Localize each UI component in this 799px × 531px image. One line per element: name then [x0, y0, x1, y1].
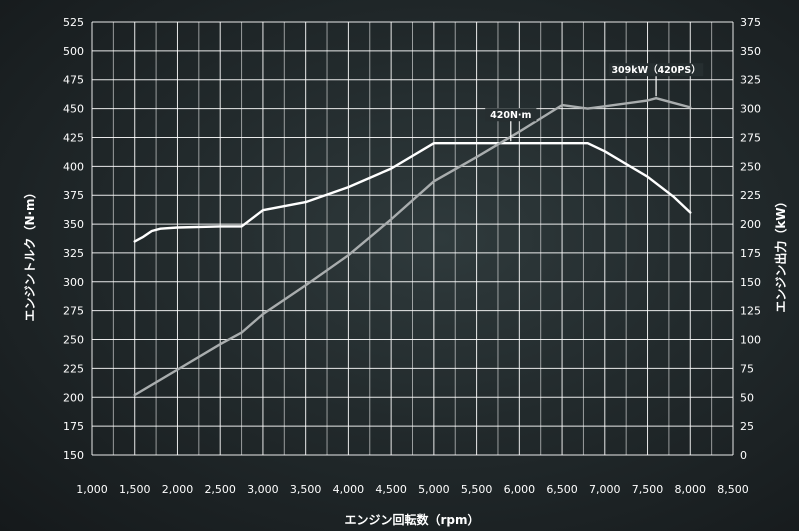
series-layer [133, 97, 692, 397]
x-tick-label: 7,000 [589, 483, 621, 496]
x-tick-label: 1,000 [76, 483, 108, 496]
y-left-tick-label: 225 [63, 362, 84, 375]
y-left-tick-label: 475 [63, 74, 84, 87]
x-tick-label: 5,000 [418, 483, 450, 496]
y-right-tick-label: 300 [740, 103, 761, 116]
power-series-line [133, 97, 692, 397]
y-left-tick-label: 525 [63, 16, 84, 29]
grid [91, 21, 734, 456]
x-tick-label: 7,500 [632, 483, 664, 496]
x-axis-title: エンジン回転数（rpm） [344, 512, 479, 527]
y-left-tick-label: 250 [63, 334, 84, 347]
y-left-tick-label: 175 [63, 420, 84, 433]
y-axis-left-title: エンジントルク（N·m） [22, 186, 37, 321]
x-tick-label: 3,500 [290, 483, 322, 496]
y-left-tick-label: 375 [63, 189, 84, 202]
y-right-tick-label: 225 [740, 189, 761, 202]
x-tick-label: 8,500 [717, 483, 749, 496]
y-left-tick-label: 425 [63, 131, 84, 144]
y-left-tick-label: 150 [63, 449, 84, 462]
y-right-tick-label: 50 [740, 391, 754, 404]
y-right-tick-label: 175 [740, 247, 761, 260]
y-right-tick-label: 150 [740, 276, 761, 289]
annotation-label: 420N·m [490, 110, 531, 121]
y-axis-right-title: エンジン出力（kW） [773, 195, 788, 312]
y-right-tick-label: 325 [740, 74, 761, 87]
y-left-tick-label: 500 [63, 45, 84, 58]
y-right-tick-label: 0 [740, 449, 747, 462]
x-tick-label: 2,500 [204, 483, 236, 496]
x-tick-label: 5,500 [461, 483, 493, 496]
y-left-tick-label: 450 [63, 103, 84, 116]
x-tick-label: 4,500 [375, 483, 407, 496]
y-right-tick-label: 125 [740, 305, 761, 318]
annotation-label-bg [608, 63, 704, 77]
x-tick-label: 8,000 [675, 483, 707, 496]
y-right-tick-label: 200 [740, 218, 761, 231]
tick-labels: 1501752002252502753003253503754004254504… [63, 16, 761, 496]
y-left-tick-label: 350 [63, 218, 84, 231]
y-left-tick-label: 325 [63, 247, 84, 260]
annotation-layer: 420N·m 309kW（420PS） [485, 63, 704, 142]
torque-series-line [133, 142, 692, 243]
y-right-tick-label: 75 [740, 362, 754, 375]
x-tick-label: 4,000 [333, 483, 365, 496]
x-tick-label: 3,000 [247, 483, 279, 496]
y-right-tick-label: 375 [740, 16, 761, 29]
y-right-tick-label: 250 [740, 160, 761, 173]
annotation-label: 309kW（420PS） [611, 64, 700, 76]
x-tick-label: 6,500 [546, 483, 578, 496]
y-left-tick-label: 400 [63, 160, 84, 173]
y-right-tick-label: 350 [740, 45, 761, 58]
y-left-tick-label: 200 [63, 391, 84, 404]
x-tick-label: 1,500 [119, 483, 151, 496]
y-right-tick-label: 25 [740, 420, 754, 433]
y-left-tick-label: 300 [63, 276, 84, 289]
annotation: 420N·m [485, 108, 537, 142]
y-right-tick-label: 100 [740, 334, 761, 347]
y-right-tick-label: 275 [740, 131, 761, 144]
y-left-tick-label: 275 [63, 305, 84, 318]
annotation-label-bg [485, 108, 537, 122]
x-tick-label: 6,000 [504, 483, 536, 496]
annotation: 309kW（420PS） [608, 63, 704, 97]
x-tick-label: 2,000 [162, 483, 194, 496]
